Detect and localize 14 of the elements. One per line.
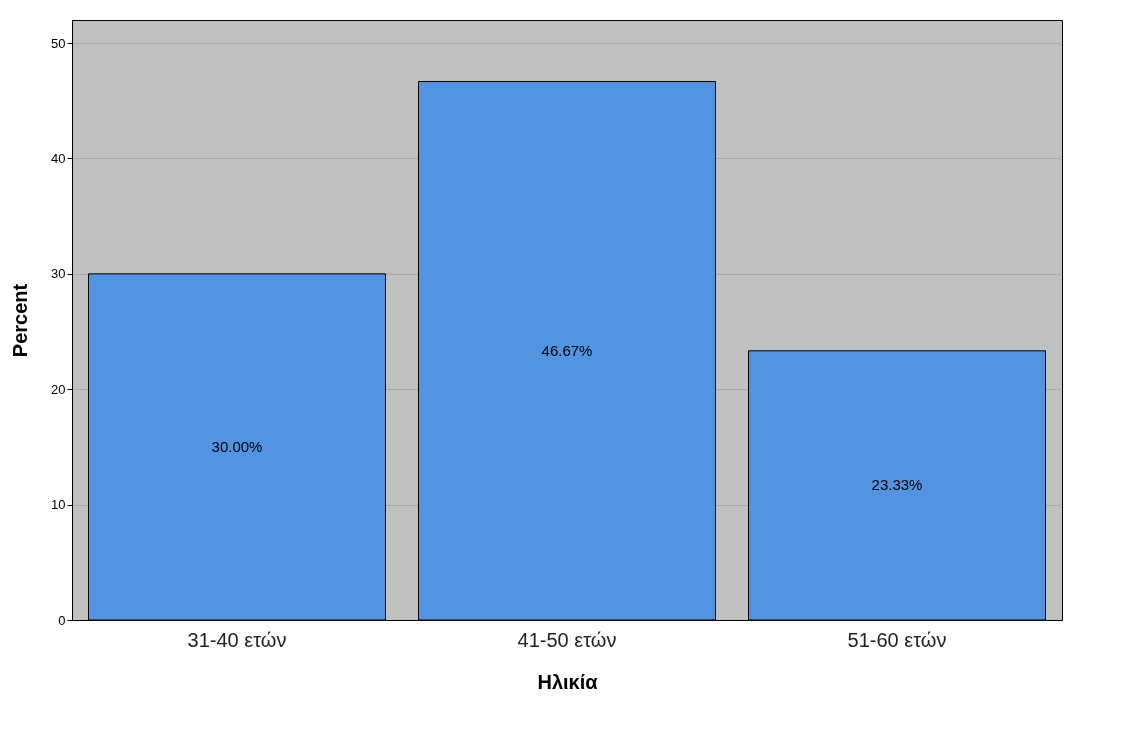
data-label: 30.00% [211, 437, 263, 455]
data-label: 46.67% [541, 341, 593, 359]
x-tick-label: 51-60 ετών [847, 628, 947, 651]
y-tick-label: 50 [51, 35, 66, 51]
y-tick-label: 10 [51, 497, 66, 513]
y-tick-label: 0 [58, 612, 66, 628]
x-tick-label: 31-40 ετών [187, 628, 287, 651]
y-tick-label: 30 [51, 266, 66, 282]
y-axis-title: Percent [9, 283, 32, 358]
data-label: 23.33% [871, 476, 923, 494]
y-tick-label: 40 [51, 150, 66, 166]
y-tick-label: 20 [51, 381, 66, 397]
x-tick-label: 41-50 ετών [517, 628, 617, 651]
x-axis-title: Ηλικία [537, 670, 599, 693]
